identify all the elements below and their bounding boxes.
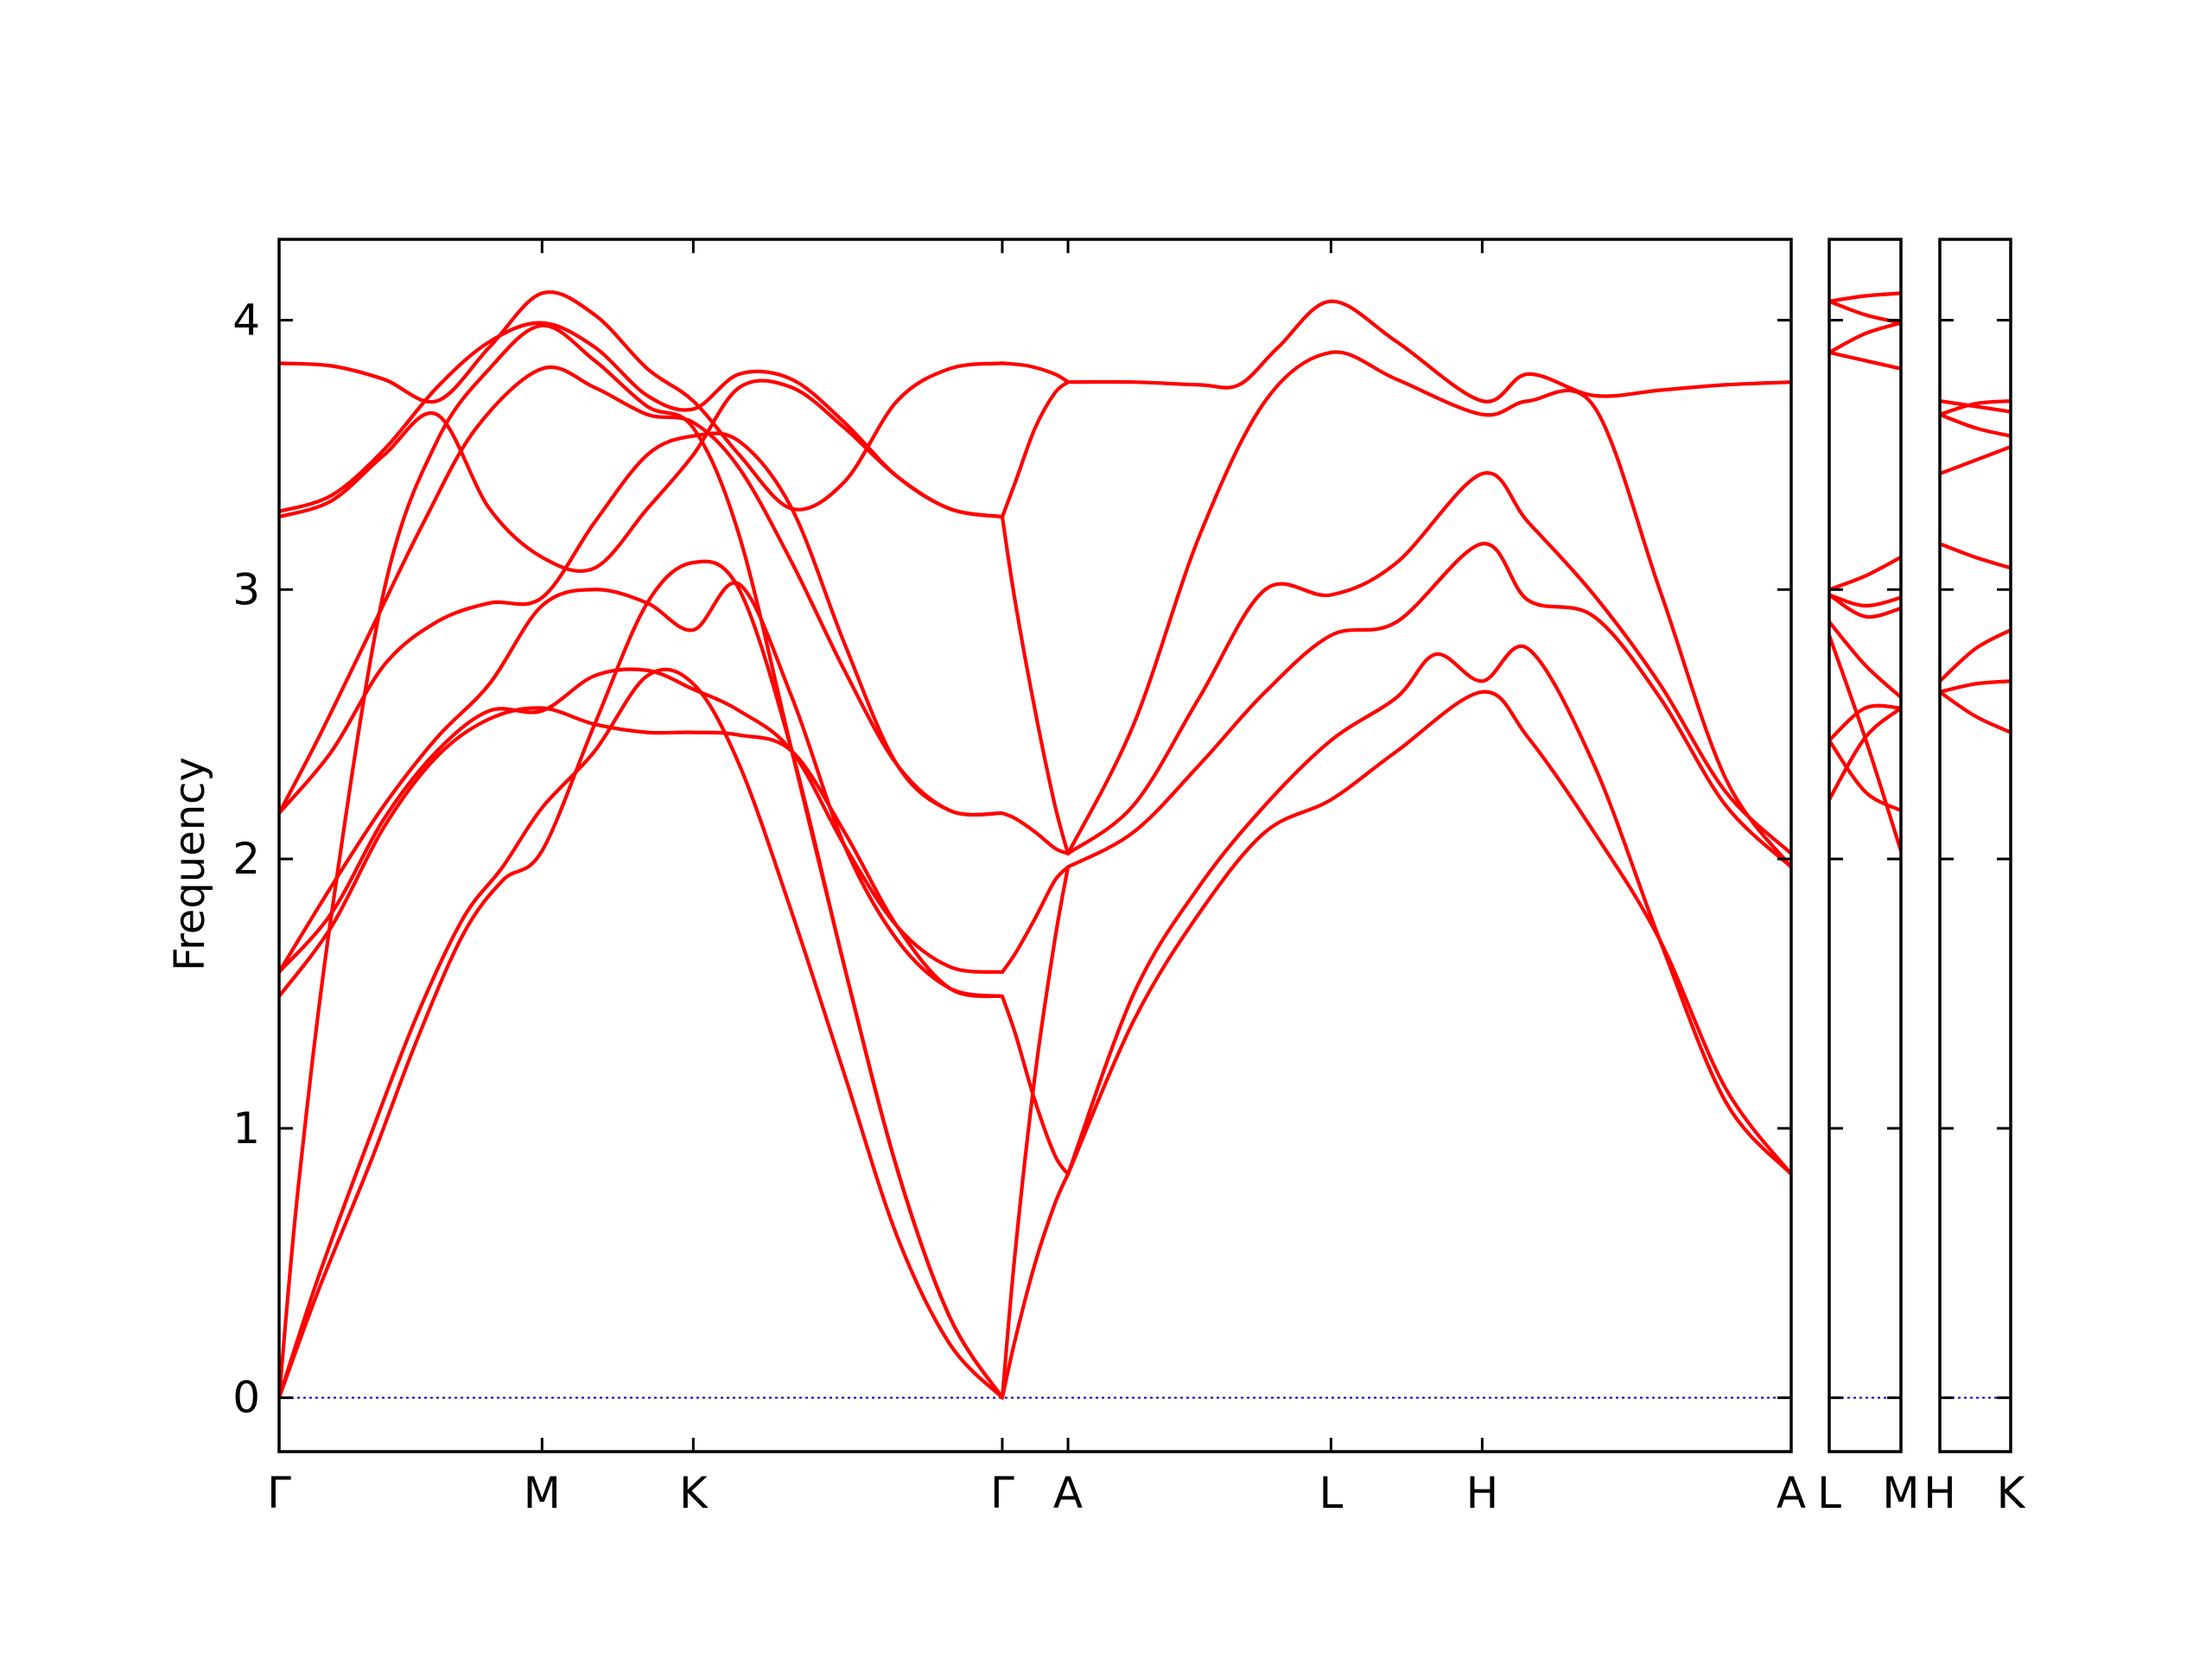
band-line [1065, 299, 1791, 404]
band-line [1000, 515, 1071, 855]
band-line [1065, 690, 1791, 1176]
x-tick-label: L [1319, 1468, 1343, 1518]
y-tick-label: 4 [232, 296, 260, 346]
x-tick-label: A [1777, 1468, 1806, 1518]
x-tick-label: M [524, 1468, 561, 1518]
band-line [279, 321, 1005, 519]
band-line [1065, 644, 1791, 1176]
band-line [279, 365, 1005, 817]
band-line [1829, 703, 1901, 742]
y-tick-label: 2 [232, 834, 260, 884]
band-line [1829, 291, 1901, 303]
x-tick-label: H [1923, 1468, 1956, 1518]
x-tick-label: M [1882, 1468, 1919, 1518]
panel-frame [1827, 238, 1903, 1453]
x-tick-label: K [679, 1468, 709, 1518]
panel-frame [277, 238, 1793, 1453]
x-tick-label: K [1997, 1468, 2026, 1518]
band-line [1829, 620, 1901, 700]
band-line [1940, 628, 2011, 683]
x-tick-label: A [1053, 1468, 1083, 1518]
band-line [1065, 350, 1791, 869]
band-line [1000, 361, 1071, 385]
band-line [1940, 399, 2011, 414]
band-line [279, 290, 1005, 512]
y-tick-label: 1 [232, 1103, 260, 1154]
band-line [1940, 445, 2011, 476]
band-line [1829, 321, 1901, 354]
band-line [1000, 1172, 1071, 1400]
band-line [1829, 593, 1901, 608]
band-line [1940, 399, 2011, 416]
band-line [279, 706, 1005, 999]
band-line [1000, 380, 1071, 519]
band-line [1829, 633, 1901, 853]
x-tick-label: Γ [990, 1468, 1014, 1518]
bands-panel-0 [279, 290, 1791, 1400]
band-line [1829, 350, 1901, 371]
x-tick-label: H [1466, 1468, 1499, 1518]
band-line [1940, 542, 2011, 570]
band-line [279, 667, 1005, 1400]
band-line [1000, 995, 1071, 1176]
y-tick-label: 3 [232, 564, 260, 614]
panel-frame [1938, 238, 2012, 1453]
band-line [1065, 542, 1791, 869]
band-line [279, 431, 1005, 817]
x-tick-label: Γ [267, 1468, 291, 1518]
band-line [1940, 690, 2011, 734]
x-tick-label: L [1817, 1468, 1841, 1518]
band-line [1940, 412, 2011, 438]
band-line [1065, 471, 1791, 855]
band-line [1829, 555, 1901, 592]
band-line [279, 581, 1005, 999]
band-line [1940, 679, 2011, 694]
band-line [1000, 811, 1071, 855]
band-line [1829, 593, 1901, 620]
bands-panel-1 [1829, 291, 1901, 853]
bands-panel-2 [1940, 399, 2011, 734]
band-line [1000, 865, 1071, 975]
y-axis-label: Frequency [166, 757, 214, 971]
band-line [279, 667, 1005, 975]
band-line [1829, 738, 1901, 813]
y-tick-label: 0 [232, 1373, 260, 1423]
